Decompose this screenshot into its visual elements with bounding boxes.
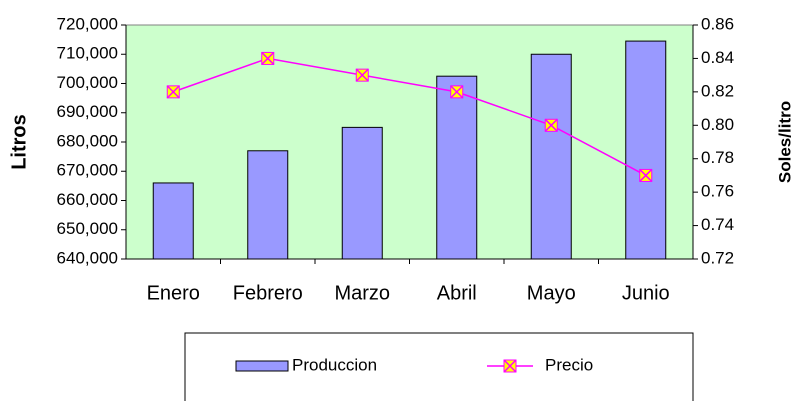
bar <box>152 182 194 260</box>
marker-cross <box>166 85 180 99</box>
x-tick-label: Enero <box>147 282 200 304</box>
x-tick-label: Mayo <box>527 282 576 304</box>
bar <box>436 75 478 260</box>
y-tick-label: 650,000 <box>57 219 118 238</box>
line-marker <box>544 118 558 132</box>
x-tick-label: Marzo <box>334 282 390 304</box>
y2-tick-label: 0.82 <box>701 81 734 100</box>
line-marker <box>261 51 275 65</box>
bar <box>341 126 383 260</box>
y2-tick-label: 0.78 <box>701 148 734 167</box>
bar <box>625 40 667 260</box>
y2-tick-label: 0.86 <box>701 14 734 33</box>
x-tick-label: Febrero <box>233 282 303 304</box>
bar <box>530 53 572 260</box>
bar <box>247 150 289 260</box>
y2-tick-label: 0.80 <box>701 115 734 134</box>
y-axis-label: Litros <box>8 114 30 170</box>
y2-tick-label: 0.74 <box>701 215 734 234</box>
marker-cross <box>450 85 464 99</box>
y-tick-label: 660,000 <box>57 190 118 209</box>
legend-label: Precio <box>545 355 593 374</box>
y-tick-label: 690,000 <box>57 102 118 121</box>
y2-tick-label: 0.84 <box>701 48 734 67</box>
plot-area <box>125 24 694 260</box>
y-tick-label: 720,000 <box>57 14 118 33</box>
marker-cross <box>544 118 558 132</box>
y-tick-label: 640,000 <box>57 248 118 267</box>
marker-cross <box>503 359 517 373</box>
price-line <box>172 57 647 177</box>
line-marker <box>450 85 464 99</box>
marker-cross <box>261 51 275 65</box>
x-tick-label: Junio <box>622 282 670 304</box>
line-marker <box>355 68 369 82</box>
y-tick-label: 680,000 <box>57 131 118 150</box>
line-marker <box>166 85 180 99</box>
y-tick-label: 710,000 <box>57 44 118 63</box>
line-marker <box>639 168 653 182</box>
x-tick-label: Abril <box>437 282 477 304</box>
line-marker <box>503 359 517 373</box>
legend-swatch <box>235 360 289 372</box>
marker-cross <box>639 168 653 182</box>
y2-tick-label: 0.72 <box>701 248 734 267</box>
y2-tick-label: 0.76 <box>701 182 734 201</box>
legend-label: Produccion <box>292 355 377 374</box>
y-tick-label: 670,000 <box>57 161 118 180</box>
y-tick-label: 700,000 <box>57 73 118 92</box>
marker-cross <box>355 68 369 82</box>
y2-axis-label: Soles/litro <box>775 101 794 183</box>
